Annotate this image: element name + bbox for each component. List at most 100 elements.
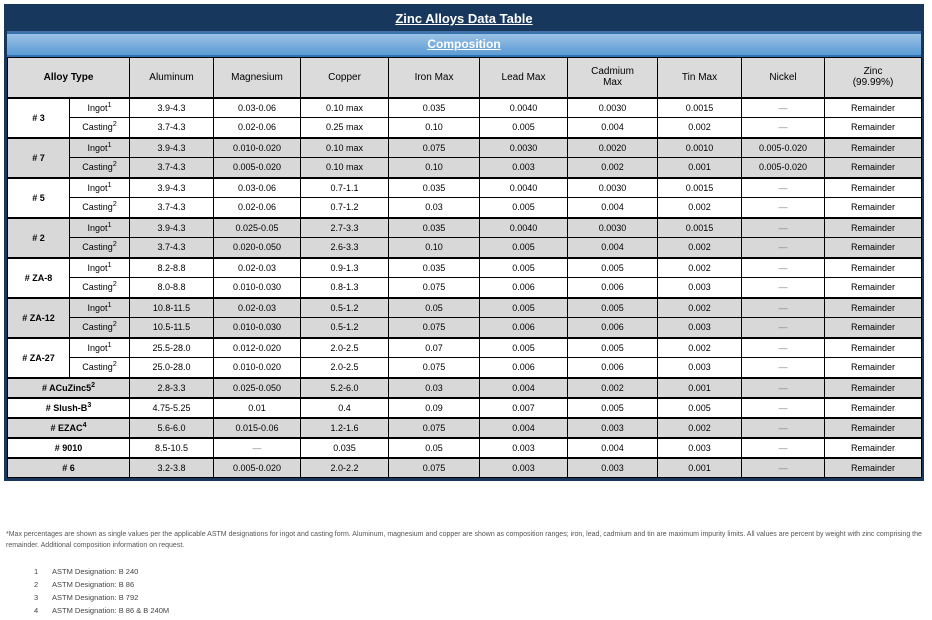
column-header: Magnesium — [213, 57, 302, 99]
form-cell: Casting2 — [68, 357, 131, 378]
alloy-cell: # ZA-8 — [7, 256, 70, 298]
value-cell: Remainder — [824, 176, 923, 198]
value-cell: — — [741, 237, 826, 258]
value-cell: 0.025-0.050 — [213, 376, 302, 398]
value-cell: 3.9-4.3 — [129, 96, 215, 118]
value-cell: 0.0015 — [657, 176, 743, 198]
value-cell: 0.006 — [479, 277, 569, 298]
column-header: Nickel — [741, 57, 826, 99]
form-cell: Casting2 — [68, 197, 131, 218]
table-row: # ZA-27 Ingot1 25.5-28.0 0.012-0.020 2.0-2.5… — [7, 336, 923, 378]
value-cell: 0.075 — [388, 136, 481, 158]
table-body: # 3 Ingot1 3.9-4.3 0.03-0.06 0.10 max 0.035 0.… — [6, 96, 923, 478]
value-cell: 0.002 — [657, 117, 743, 138]
value-cell: 2.0-2.5 — [300, 357, 390, 378]
value-cell: 0.001 — [657, 456, 743, 478]
value-cell: — — [741, 296, 826, 318]
value-cell: 0.002 — [567, 376, 659, 398]
value-cell: — — [741, 117, 826, 138]
value-cell: 2.0-2.5 — [300, 336, 390, 358]
value-cell: 0.0040 — [479, 176, 569, 198]
value-cell: 0.07 — [388, 336, 481, 358]
value-cell: 0.005 — [479, 197, 569, 218]
value-cell: 0.010-0.020 — [213, 357, 302, 378]
value-cell: 0.005 — [479, 296, 569, 318]
value-cell: 0.010-0.020 — [213, 136, 302, 158]
value-cell: 0.0020 — [567, 136, 659, 158]
value-cell: 0.4 — [300, 396, 390, 418]
value-cell: 5.6-6.0 — [129, 416, 215, 438]
value-cell: — — [741, 96, 826, 118]
value-cell: 0.002 — [657, 296, 743, 318]
footnote-number: 4 — [34, 606, 39, 616]
alloy-cell: # 3 — [7, 96, 70, 138]
value-cell: 0.006 — [479, 357, 569, 378]
value-cell: 0.075 — [388, 317, 481, 338]
value-cell: — — [741, 256, 826, 278]
value-cell: 0.005 — [567, 396, 659, 418]
value-cell: 0.035 — [388, 176, 481, 198]
value-cell: 0.0030 — [567, 96, 659, 118]
table-subtitle: Composition — [7, 33, 921, 57]
value-cell: 0.004 — [567, 117, 659, 138]
value-cell: 0.002 — [657, 237, 743, 258]
table-row: # 7 Ingot1 3.9-4.3 0.010-0.020 0.10 max 0.075… — [7, 136, 923, 178]
value-cell: 10.8-11.5 — [129, 296, 215, 318]
value-cell: 0.002 — [657, 256, 743, 278]
value-cell: — — [741, 176, 826, 198]
value-cell: Remainder — [824, 296, 923, 318]
value-cell: 2.6-3.3 — [300, 237, 390, 258]
value-cell: 3.2-3.8 — [129, 456, 215, 478]
value-cell: 0.006 — [567, 317, 659, 338]
value-cell: Remainder — [824, 456, 923, 478]
table-row: Casting2 3.7-4.3 0.020-0.050 2.6-3.3 0.10 0.0… — [8, 237, 923, 258]
value-cell: 8.2-8.8 — [129, 256, 215, 278]
alloy-cell: # Slush-B3 — [6, 396, 131, 418]
footnote-item: 4 ASTM Designation: B 86 & B 240M — [6, 604, 926, 617]
zinc-alloys-data-table-frame: Zinc Alloys Data Table Composition Alloy… — [4, 4, 924, 481]
value-cell: 0.0010 — [657, 136, 743, 158]
table-row: Casting2 25.0-28.0 0.010-0.020 2.0-2.5 0.075… — [8, 357, 923, 378]
value-cell: 0.002 — [567, 157, 659, 178]
value-cell: 0.9-1.3 — [300, 256, 390, 278]
table-row: Casting2 10.5-11.5 0.010-0.030 0.5-1.2 0.075… — [8, 317, 923, 338]
value-cell: Remainder — [824, 436, 923, 458]
value-cell: 0.012-0.020 — [213, 336, 302, 358]
form-cell: Ingot1 — [68, 256, 131, 278]
value-cell: Remainder — [824, 317, 923, 338]
value-cell: 0.03 — [388, 197, 481, 218]
footnote-item: 3 ASTM Designation: B 792 — [6, 591, 926, 604]
value-cell: 2.0-2.2 — [300, 456, 390, 478]
value-cell: 0.03-0.06 — [213, 176, 302, 198]
value-cell: Remainder — [824, 216, 923, 238]
value-cell: 3.7-4.3 — [129, 157, 215, 178]
value-cell: 0.0030 — [567, 176, 659, 198]
footnote-text: ASTM Designation: B 792 — [52, 593, 139, 603]
table-row: # 2 Ingot1 3.9-4.3 0.025-0.05 2.7-3.3 0.035 0.… — [7, 216, 923, 258]
value-cell: — — [741, 396, 826, 418]
value-cell: 0.005 — [567, 336, 659, 358]
footnotes: *Max percentages are shown as single val… — [6, 530, 926, 618]
value-cell: 25.0-28.0 — [129, 357, 215, 378]
value-cell: — — [213, 436, 302, 458]
value-cell: 0.05 — [388, 296, 481, 318]
column-header: Lead Max — [479, 57, 569, 99]
header-row: Alloy Type Aluminum Magnesium Copper Iron Ma… — [6, 57, 923, 99]
value-cell: 0.0040 — [479, 96, 569, 118]
alloy-cell: # ZA-27 — [7, 336, 70, 378]
value-cell: — — [741, 317, 826, 338]
value-cell: — — [741, 277, 826, 298]
value-cell: 0.003 — [657, 357, 743, 378]
value-cell: 0.005 — [479, 256, 569, 278]
alloy-cell: # 5 — [7, 176, 70, 218]
table-row: Casting2 3.7-4.3 0.005-0.020 0.10 max 0.10 0.… — [8, 157, 923, 178]
value-cell: 0.0030 — [479, 136, 569, 158]
table-row: Casting2 3.7-4.3 0.02-0.06 0.7-1.2 0.03 0.005… — [8, 197, 923, 218]
value-cell: 0.005 — [657, 396, 743, 418]
footnote-item: 2 ASTM Designation: B 86 — [6, 578, 926, 591]
value-cell: 0.003 — [567, 456, 659, 478]
value-cell: 0.005 — [567, 256, 659, 278]
page-title: Zinc Alloys Data Table — [7, 7, 921, 33]
value-cell: 0.02-0.06 — [213, 117, 302, 138]
